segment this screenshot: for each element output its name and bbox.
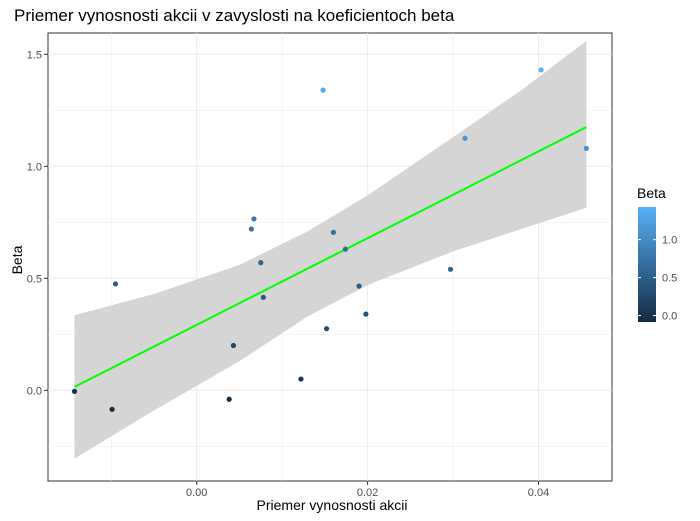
confidence-band (74, 40, 587, 459)
data-point (320, 87, 326, 93)
y-axis-title: Beta (9, 245, 25, 274)
data-point (447, 266, 454, 272)
data-point (298, 376, 304, 382)
data-point (109, 406, 115, 412)
color-legend: Beta 0.0 0.5 1.0 (637, 185, 677, 323)
x-tick-label: 0.04 (528, 487, 549, 499)
regression-line-group (74, 126, 587, 388)
data-point (462, 135, 468, 141)
data-points (71, 67, 589, 412)
data-point (538, 67, 544, 73)
x-tick-label: 0.00 (186, 487, 207, 499)
data-point (330, 229, 337, 235)
chart-title: Priemer vynosnosti akcii v zavyslosti na… (14, 6, 455, 25)
data-point (583, 145, 589, 151)
legend-tick-label: 0.0 (662, 311, 677, 323)
plot-panel (47, 32, 613, 482)
legend-ticks: 0.0 0.5 1.0 (638, 235, 677, 323)
y-tick-label: 1.5 (27, 49, 42, 61)
data-point (251, 216, 257, 222)
legend-tick-label: 0.5 (662, 273, 677, 285)
confidence-band-area (74, 40, 587, 459)
y-tick-label: 1.0 (27, 161, 42, 173)
data-point (248, 226, 254, 232)
data-point (226, 396, 232, 402)
x-axis-title: Priemer vynosnosti akcii (257, 497, 408, 513)
legend-title: Beta (637, 185, 666, 201)
data-point (71, 388, 78, 394)
y-tick-label: 0.5 (27, 273, 42, 285)
data-point (363, 311, 369, 317)
legend-tick-label: 1.0 (662, 235, 677, 247)
regression-line (74, 126, 587, 388)
colorbar (638, 207, 656, 322)
y-axis-ticks: 0.0 0.5 1.0 1.5 (27, 49, 48, 397)
data-point (356, 283, 362, 289)
y-tick-label: 0.0 (27, 385, 42, 397)
x-tick-label: 0.02 (357, 487, 378, 499)
x-axis-ticks: 0.00 0.02 0.04 (186, 481, 549, 499)
data-point (112, 281, 119, 287)
data-point (323, 326, 330, 332)
data-point (260, 294, 266, 300)
data-point (258, 260, 264, 266)
data-point (342, 246, 348, 252)
data-point (230, 342, 237, 349)
